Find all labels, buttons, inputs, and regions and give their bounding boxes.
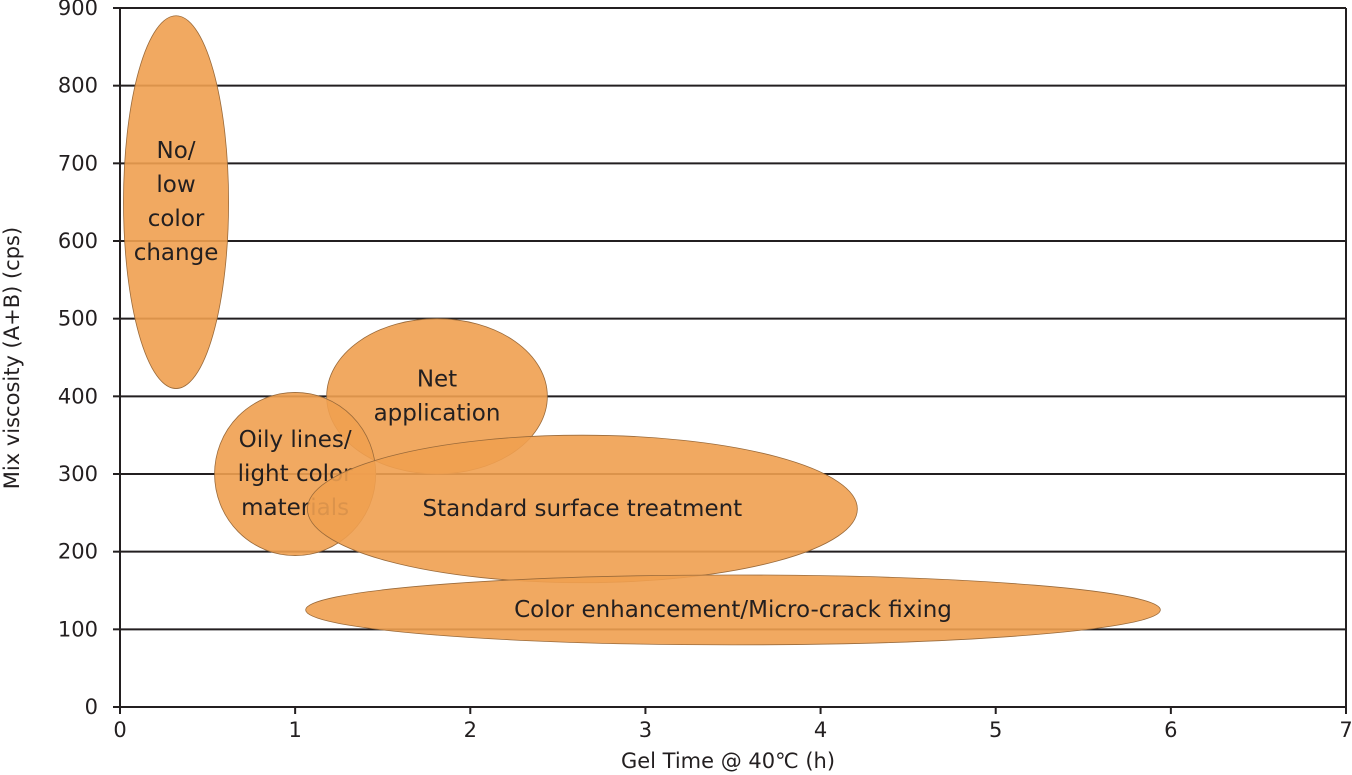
y-tick-label-100: 100 xyxy=(58,617,98,641)
y-tick-label-600: 600 xyxy=(58,229,98,253)
y-tick-label-300: 300 xyxy=(58,462,98,486)
region-label-line: low xyxy=(156,172,195,198)
region-ellipse xyxy=(305,574,1161,646)
region-ellipse xyxy=(123,15,229,389)
x-tick-label-0: 0 xyxy=(113,718,126,742)
x-tick-label-3: 3 xyxy=(639,718,652,742)
x-axis-ticks: 0 1 2 3 4 5 6 7 xyxy=(113,707,1352,742)
region-label-line: application xyxy=(374,400,501,426)
x-tick-label-7: 7 xyxy=(1339,718,1352,742)
region-4: Standard surface treatment xyxy=(307,434,858,584)
region-label-line: Color enhancement/Micro-crack fixing xyxy=(514,597,952,623)
y-tick-label-0: 0 xyxy=(85,695,98,719)
x-tick-label-6: 6 xyxy=(1164,718,1177,742)
region-label-line: Net xyxy=(417,366,457,392)
region-label-line: color xyxy=(148,206,205,232)
y-tick-label-900: 900 xyxy=(58,0,98,20)
region-label-line: change xyxy=(134,240,219,266)
x-tick-label-4: 4 xyxy=(814,718,827,742)
y-axis-title: Mix viscosity (A+B) (cps) xyxy=(0,227,24,489)
region-1: No/low color change xyxy=(123,15,229,389)
y-tick-label-200: 200 xyxy=(58,540,98,564)
x-tick-label-1: 1 xyxy=(288,718,301,742)
plot-frame xyxy=(119,7,1347,708)
region-label-line: Standard surface treatment xyxy=(423,496,743,522)
x-tick-label-5: 5 xyxy=(989,718,1002,742)
x-tick-label-2: 2 xyxy=(464,718,477,742)
y-tick-label-800: 800 xyxy=(58,74,98,98)
y-tick-label-400: 400 xyxy=(58,384,98,408)
region-label-line: No/ xyxy=(157,138,196,164)
region-5: Color enhancement/Micro-crack fixing xyxy=(305,574,1161,646)
region-2: Net application xyxy=(326,318,548,475)
y-axis-ticks: 0 100 200 300 400 500 600 700 800 900 xyxy=(58,0,120,719)
regions: No/low color change Net application Oily line… xyxy=(123,15,1161,646)
y-tick-label-500: 500 xyxy=(58,307,98,331)
x-axis-title: Gel Time @ 40℃ (h) xyxy=(621,749,835,773)
y-tick-label-700: 700 xyxy=(58,151,98,175)
region-label-line: Oily lines/ xyxy=(239,427,352,453)
